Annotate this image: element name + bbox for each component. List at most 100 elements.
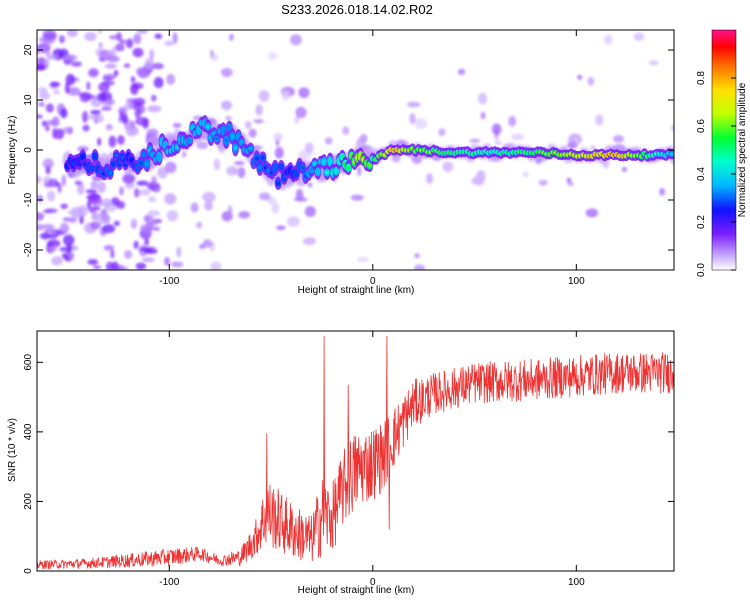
noise-blob (220, 67, 233, 78)
bottom-y-tick-label: 200 (23, 493, 34, 510)
noise-blob (210, 261, 222, 270)
noise-blob (88, 206, 96, 213)
noise-blob (37, 194, 44, 203)
noise-blobs (37, 30, 674, 270)
ridge-peak (367, 163, 372, 167)
bottom-y-axis-label: SNR (10 * v/v) (7, 418, 18, 482)
noise-blob (153, 76, 164, 89)
noise-blob (101, 198, 112, 208)
noise-blob (97, 137, 102, 146)
noise-blob (132, 47, 144, 58)
noise-blob (304, 142, 314, 154)
noise-blob (414, 118, 428, 130)
noise-blob (135, 262, 147, 270)
noise-blob (574, 138, 580, 143)
bottom-y-tick-label: 0 (23, 568, 34, 574)
noise-blob (147, 210, 161, 217)
noise-blob (44, 228, 57, 234)
noise-blob (90, 109, 102, 115)
noise-blob (293, 196, 308, 202)
noise-blob (64, 82, 70, 94)
noise-blob (590, 145, 596, 151)
bottom-x-axis-label: Height of straight line (km) (298, 585, 415, 596)
noise-blob (77, 146, 89, 152)
noise-blob (115, 200, 126, 210)
noise-blob (52, 127, 57, 140)
noise-blob (113, 220, 120, 227)
noise-blob (106, 55, 120, 63)
noise-blob (227, 205, 233, 217)
noise-blob (442, 161, 454, 173)
noise-blob (133, 33, 142, 45)
noise-blob (53, 89, 60, 95)
noise-blob (57, 182, 62, 194)
noise-blob (41, 224, 55, 229)
noise-blob (37, 212, 45, 221)
noise-blob (92, 265, 102, 270)
noise-blob (100, 52, 110, 58)
noise-blob (538, 179, 548, 186)
noise-blob (491, 123, 502, 136)
top-y-axis-label: Frequency (Hz) (7, 116, 18, 185)
ridge-peak (340, 155, 345, 159)
top-y-tick-label: -10 (23, 192, 34, 207)
noise-blob (141, 257, 155, 263)
noise-blob (621, 166, 628, 173)
colorbar-tick-label: 0.0 (696, 263, 707, 277)
noise-blob (356, 256, 369, 263)
noise-blob (253, 118, 264, 124)
ridge-peak (334, 168, 339, 173)
noise-blob (122, 173, 136, 184)
noise-blob (140, 223, 154, 233)
bottom-x-tick-label: 100 (568, 577, 585, 588)
ridge-peak (248, 147, 253, 151)
ridge-peak (321, 159, 326, 164)
noise-blob (37, 175, 42, 184)
ridge-peak (257, 164, 262, 170)
colorbar-tick-label: 0.8 (696, 71, 707, 85)
noise-blob (286, 216, 300, 227)
noise-blob (147, 196, 157, 203)
noise-blob (268, 52, 278, 61)
ridge-peak (221, 128, 226, 133)
noise-blob (119, 39, 127, 45)
noise-blob (237, 167, 246, 179)
ridge-peak (276, 181, 281, 185)
noise-blob (91, 211, 99, 221)
ridge-peak (108, 171, 113, 175)
ridge-peak (144, 161, 149, 167)
ridge-peak (230, 134, 235, 139)
colorbar-tick-label: 0.2 (696, 215, 707, 229)
noise-blob (258, 192, 271, 201)
noise-blob (61, 174, 67, 187)
noise-blob (255, 104, 263, 116)
noise-blob (111, 261, 119, 270)
noise-blob (41, 120, 48, 127)
top-x-tick-label: 0 (370, 276, 376, 287)
noise-blob (209, 49, 215, 58)
noise-blob (130, 76, 136, 83)
noise-blob (522, 171, 529, 177)
noise-blob (51, 256, 63, 266)
noise-blob (125, 125, 139, 137)
noise-blob (633, 32, 645, 42)
bottom-y-tick-label: 400 (23, 423, 34, 440)
colorbar-tick-label: 0.4 (696, 167, 707, 181)
noise-blob (82, 124, 90, 132)
noise-blob (302, 237, 317, 245)
noise-blob (49, 245, 58, 252)
noise-blob (88, 68, 99, 78)
noise-blob (37, 47, 40, 55)
top-x-tick-label: 100 (568, 276, 585, 287)
noise-blob (670, 125, 674, 132)
noise-blob (469, 138, 481, 143)
ridge-peak (312, 162, 317, 166)
noise-blob (409, 113, 416, 125)
noise-blob (39, 91, 51, 100)
noise-blob (295, 106, 307, 119)
noise-blob (90, 181, 99, 190)
noise-blob (37, 114, 43, 119)
noise-blob (245, 121, 252, 129)
noise-blob (414, 253, 420, 259)
